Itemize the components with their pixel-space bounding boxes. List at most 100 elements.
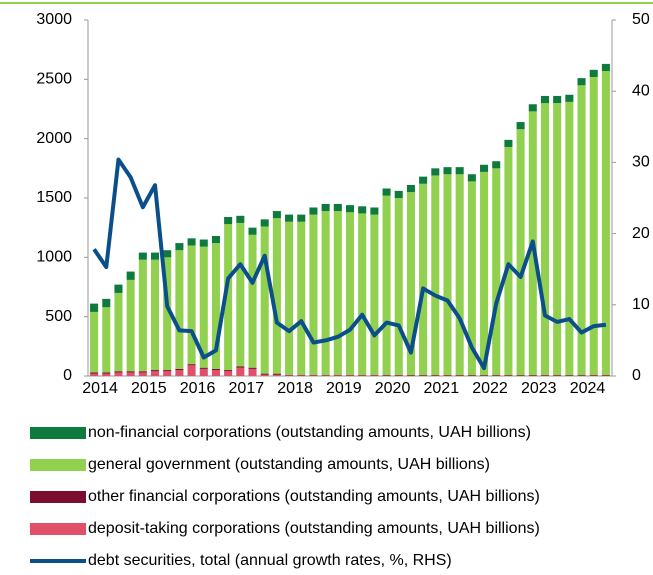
bar-segment <box>224 224 233 371</box>
y2-tick-label: 40 <box>632 82 650 99</box>
bar-segment <box>553 375 562 376</box>
bar-segment <box>589 69 598 77</box>
bar-segment <box>138 371 147 373</box>
bar-segment <box>272 373 281 375</box>
bar-segment <box>114 284 123 293</box>
bar-segment <box>443 167 452 175</box>
bar-segment <box>114 372 123 376</box>
bar-segment <box>285 221 294 375</box>
y2-tick-label: 10 <box>632 296 650 313</box>
bar-segment <box>126 279 135 372</box>
bar-segment <box>285 375 294 376</box>
bar-segment <box>321 375 330 376</box>
bar-segment <box>516 129 525 376</box>
bar-segment <box>516 375 525 376</box>
legend-swatch <box>30 459 86 471</box>
bar-segment <box>345 375 355 376</box>
bar-segment <box>199 246 208 368</box>
legend-label: other financial corporations (outstandin… <box>88 488 540 505</box>
bar-segment <box>358 375 367 376</box>
y-tick-label: 1000 <box>36 249 72 266</box>
x-tick-label: 2018 <box>277 380 313 397</box>
bar-segment <box>406 192 415 376</box>
bar-segment <box>528 104 537 112</box>
y-tick-label: 0 <box>63 367 72 384</box>
bar-segment <box>224 371 233 376</box>
x-tick-label: 2022 <box>472 380 508 397</box>
bar-segment <box>163 370 172 372</box>
bar-segment <box>224 370 233 372</box>
bar-segment <box>565 94 574 102</box>
bar-segment <box>540 103 549 376</box>
legend-swatch <box>30 491 86 503</box>
bar-segment <box>480 375 489 376</box>
x-tick-label: 2024 <box>570 380 606 397</box>
bar-segment <box>151 370 160 372</box>
bar-segment <box>90 372 99 374</box>
bar-segment <box>358 213 367 375</box>
legend-swatch <box>30 523 86 535</box>
x-tick-label: 2014 <box>82 380 118 397</box>
bar-segment <box>601 63 610 72</box>
bar-segment <box>260 373 269 375</box>
bar-segment <box>480 171 489 376</box>
bar-segment <box>321 203 330 212</box>
bar-segment <box>272 211 281 219</box>
bar-segment <box>90 311 99 373</box>
bar-segment <box>419 176 428 184</box>
bar-segment <box>175 250 184 369</box>
bar-segment <box>516 122 525 130</box>
bar-segment <box>601 375 610 376</box>
bar-segment <box>333 203 342 212</box>
bar-segment <box>90 303 99 312</box>
x-tick-label: 2019 <box>326 380 362 397</box>
bar-segment <box>345 205 355 213</box>
bar-segment <box>577 85 586 376</box>
bar-segment <box>358 206 367 214</box>
bar-segment <box>126 372 135 376</box>
bar-segment <box>345 212 355 375</box>
bar-segment <box>504 139 513 147</box>
bar-segment <box>138 259 147 372</box>
bar-segment <box>260 219 269 227</box>
line-series <box>92 157 607 371</box>
x-tick-label: 2020 <box>375 380 411 397</box>
bar-segment <box>345 374 355 376</box>
bar-segment <box>248 368 257 376</box>
y-tick-label: 1500 <box>36 189 72 206</box>
bar-segment <box>309 375 318 376</box>
bar-segment <box>285 214 294 222</box>
y-tick-label: 2500 <box>36 71 72 88</box>
x-tick-label: 2016 <box>180 380 216 397</box>
bar-segment <box>211 370 220 376</box>
bar-segment <box>187 238 196 246</box>
bar-segment <box>382 375 391 376</box>
bar-segment <box>236 215 245 223</box>
bar-segment <box>553 95 562 104</box>
bar-segment <box>431 175 440 376</box>
bar-segment <box>358 374 367 376</box>
bar-segment <box>211 368 220 371</box>
bar-segment <box>199 239 208 247</box>
bar-segment <box>248 234 257 368</box>
bar-segment <box>419 375 428 376</box>
bar-segment <box>333 374 342 376</box>
bar-segment <box>163 371 172 376</box>
bar-segment <box>492 168 501 376</box>
bar-segment <box>467 174 476 182</box>
bar-segment <box>467 181 476 376</box>
bar-segment <box>431 375 440 376</box>
bar-segment <box>272 218 281 374</box>
bar-segment <box>321 374 330 376</box>
bar-segment <box>260 226 269 374</box>
legend-swatch <box>30 427 86 439</box>
bar-segment <box>211 235 220 244</box>
bar-segment <box>443 174 452 376</box>
bar-segment <box>114 292 123 372</box>
bar-segment <box>90 373 99 376</box>
bar-segment <box>309 374 318 376</box>
bar-segment <box>455 167 464 175</box>
bar-segment <box>187 364 196 366</box>
bar-segment <box>199 367 208 369</box>
